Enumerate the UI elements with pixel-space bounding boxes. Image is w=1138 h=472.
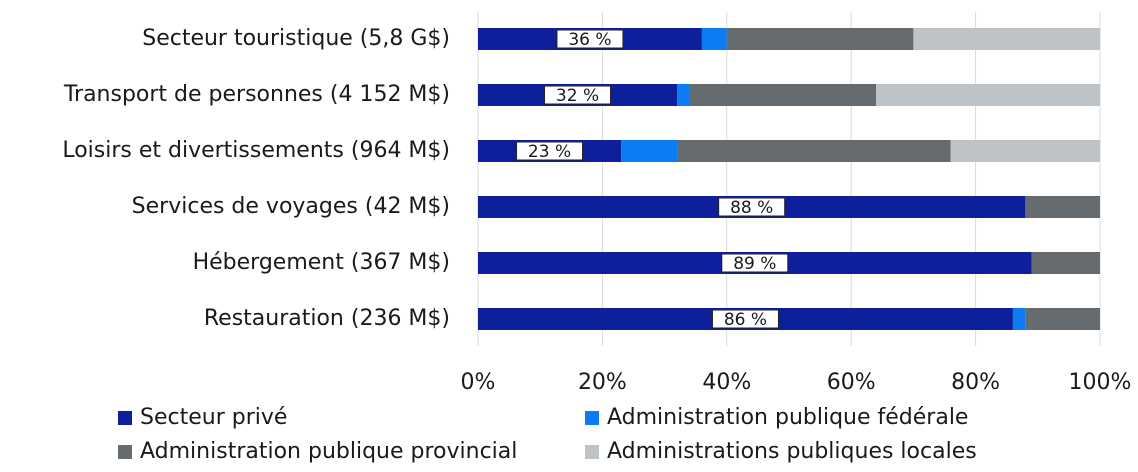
legend-label: Administration publique provincial [140,439,517,464]
category-label: Loisirs et divertissements (964 M$) [62,138,450,163]
bar-segment [621,140,678,162]
bar-segment [876,84,1100,106]
value-label: 89 % [733,254,776,274]
category-label: Transport de personnes (4 152 M$) [63,82,450,107]
value-label: 86 % [724,310,767,330]
bar-segment [1025,308,1100,330]
legend-swatch [585,411,599,425]
x-tick-label: 0% [461,370,496,395]
legend-label: Secteur privé [140,405,287,430]
legend-swatch [585,445,599,459]
value-label: 23 % [528,142,571,162]
legend-label: Administration publique fédérale [607,405,968,430]
value-label: 36 % [568,30,611,50]
x-tick-label: 60% [827,370,876,395]
bar-segment [726,28,914,50]
bar-segment [1031,252,1100,274]
bar-segment [1012,308,1026,330]
value-label: 88 % [730,198,773,218]
bar-segment [1025,196,1100,218]
category-label: Restauration (236 M$) [204,306,450,331]
value-label-box [516,141,584,161]
x-tick-label: 40% [702,370,751,395]
category-label: Hébergement (367 M$) [193,250,450,275]
bar-segment [950,140,1100,162]
x-tick-label: 20% [578,370,627,395]
category-label: Services de voyages (42 M$) [132,194,450,219]
value-label-box [721,253,789,273]
legend-swatch [118,411,132,425]
x-tick-label: 80% [951,370,1000,395]
x-tick-label: 100% [1069,370,1132,395]
value-label-box [711,309,779,329]
bar-segment [689,84,877,106]
category-label: Secteur touristique (5,8 G$) [142,26,450,51]
value-label-box [556,29,624,49]
bar-segment [677,84,690,106]
bar-segment [677,140,951,162]
bar-segment [913,28,1100,50]
value-label-box [718,197,786,217]
value-label-box [544,85,612,105]
legend-swatch [118,445,132,459]
legend-label: Administrations publiques locales [607,439,977,464]
bar-segment [701,28,727,50]
value-label: 32 % [556,86,599,106]
